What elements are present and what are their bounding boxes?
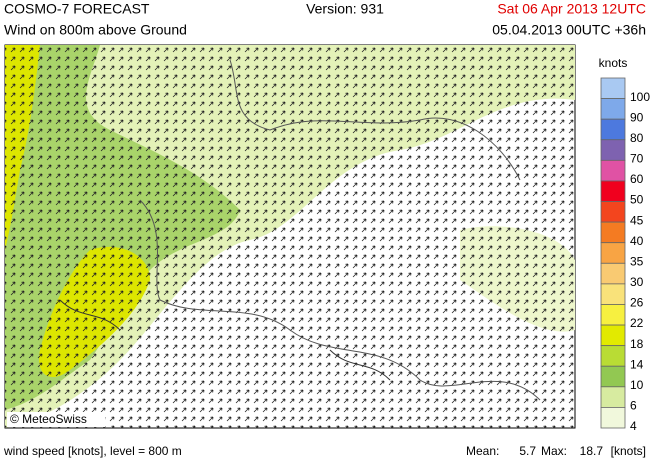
credit: © MeteoSwiss	[10, 412, 87, 426]
legend-swatch	[600, 98, 626, 120]
wind-arrows	[5, 45, 575, 428]
legend-label: 26	[630, 296, 644, 310]
legend-label: 70	[630, 152, 644, 166]
legend-label: 80	[630, 131, 644, 145]
legend: 100 90 80 70 60 50 45 40 35 30 26 22 18 14 10 6 4	[600, 77, 650, 433]
legend-swatch	[600, 77, 626, 99]
legend-swatch	[600, 180, 626, 202]
lake-outline	[59, 299, 391, 381]
legend-label: 18	[630, 337, 644, 351]
legend-label: 40	[630, 234, 644, 248]
legend-swatch	[600, 242, 626, 264]
legend-label: 50	[630, 193, 644, 207]
version: Version: 931	[306, 1, 384, 17]
legend-label: 45	[630, 213, 644, 227]
title: COSMO-7 FORECAST	[4, 1, 150, 17]
subtitle: Wind on 800m above Ground	[4, 22, 187, 38]
legend-label: 30	[630, 275, 644, 289]
legend-swatch	[600, 201, 626, 223]
legend-swatch	[600, 365, 626, 388]
mean-value: 5.7	[519, 444, 536, 458]
legend-label: 14	[630, 357, 644, 371]
legend-label: 90	[630, 110, 644, 124]
unit: [knots]	[611, 444, 646, 458]
legend-swatch	[600, 283, 626, 305]
legend-label: 35	[630, 254, 644, 268]
legend-swatch	[600, 386, 626, 408]
credit-background	[7, 412, 105, 427]
legend-label: 22	[630, 316, 644, 330]
legend-label: 10	[630, 378, 644, 392]
legend-swatch	[600, 324, 626, 347]
legend-swatch	[600, 407, 626, 429]
legend-swatch	[600, 139, 626, 161]
legend-swatch	[600, 118, 626, 141]
legend-label: 6	[630, 399, 637, 413]
max-value: 18.7	[580, 444, 604, 458]
mean-label: Mean:	[466, 444, 499, 458]
legend-label: 60	[630, 172, 644, 186]
footer-caption: wind speed [knots], level = 800 m	[3, 444, 182, 458]
legend-swatch	[600, 221, 626, 244]
legend-title: knots	[599, 56, 628, 70]
legend-swatch	[600, 159, 626, 182]
map-area: © MeteoSwiss	[4, 44, 576, 429]
legend-swatch	[600, 262, 626, 285]
max-label: Max:	[541, 444, 567, 458]
legend-label: 100	[630, 90, 650, 104]
legend-label: 4	[630, 419, 637, 433]
run-time: 05.04.2013 00UTC +36h	[492, 22, 646, 38]
legend-swatch	[600, 345, 626, 367]
legend-swatch	[600, 304, 626, 326]
valid-time: Sat 06 Apr 2013 12UTC	[497, 1, 646, 17]
border-line	[139, 59, 541, 401]
